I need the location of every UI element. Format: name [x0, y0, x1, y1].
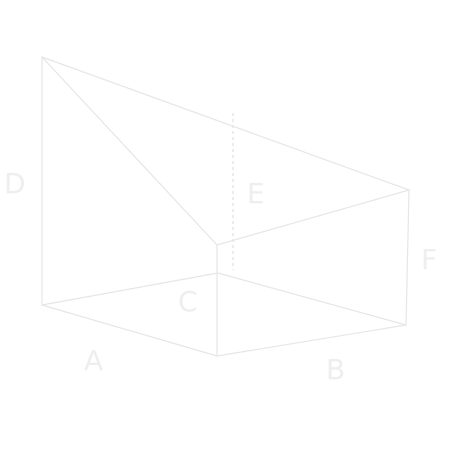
- edge-top-back: [41, 56, 410, 191]
- label-e: E: [247, 177, 265, 210]
- edge-top-diagonal: [41, 56, 218, 246]
- edge-right-vertical: [405, 189, 410, 326]
- edge-front-right-bottom: [216, 324, 407, 357]
- label-f: F: [421, 243, 437, 276]
- label-a: A: [84, 344, 103, 377]
- edge-top-front: [216, 189, 410, 246]
- edge-front-left-bottom: [41, 304, 218, 357]
- edge-back-right-bottom: [217, 272, 407, 326]
- label-d: D: [4, 167, 26, 200]
- label-c: C: [178, 285, 198, 318]
- label-b: B: [326, 353, 345, 386]
- edge-back-left-bottom: [41, 272, 219, 306]
